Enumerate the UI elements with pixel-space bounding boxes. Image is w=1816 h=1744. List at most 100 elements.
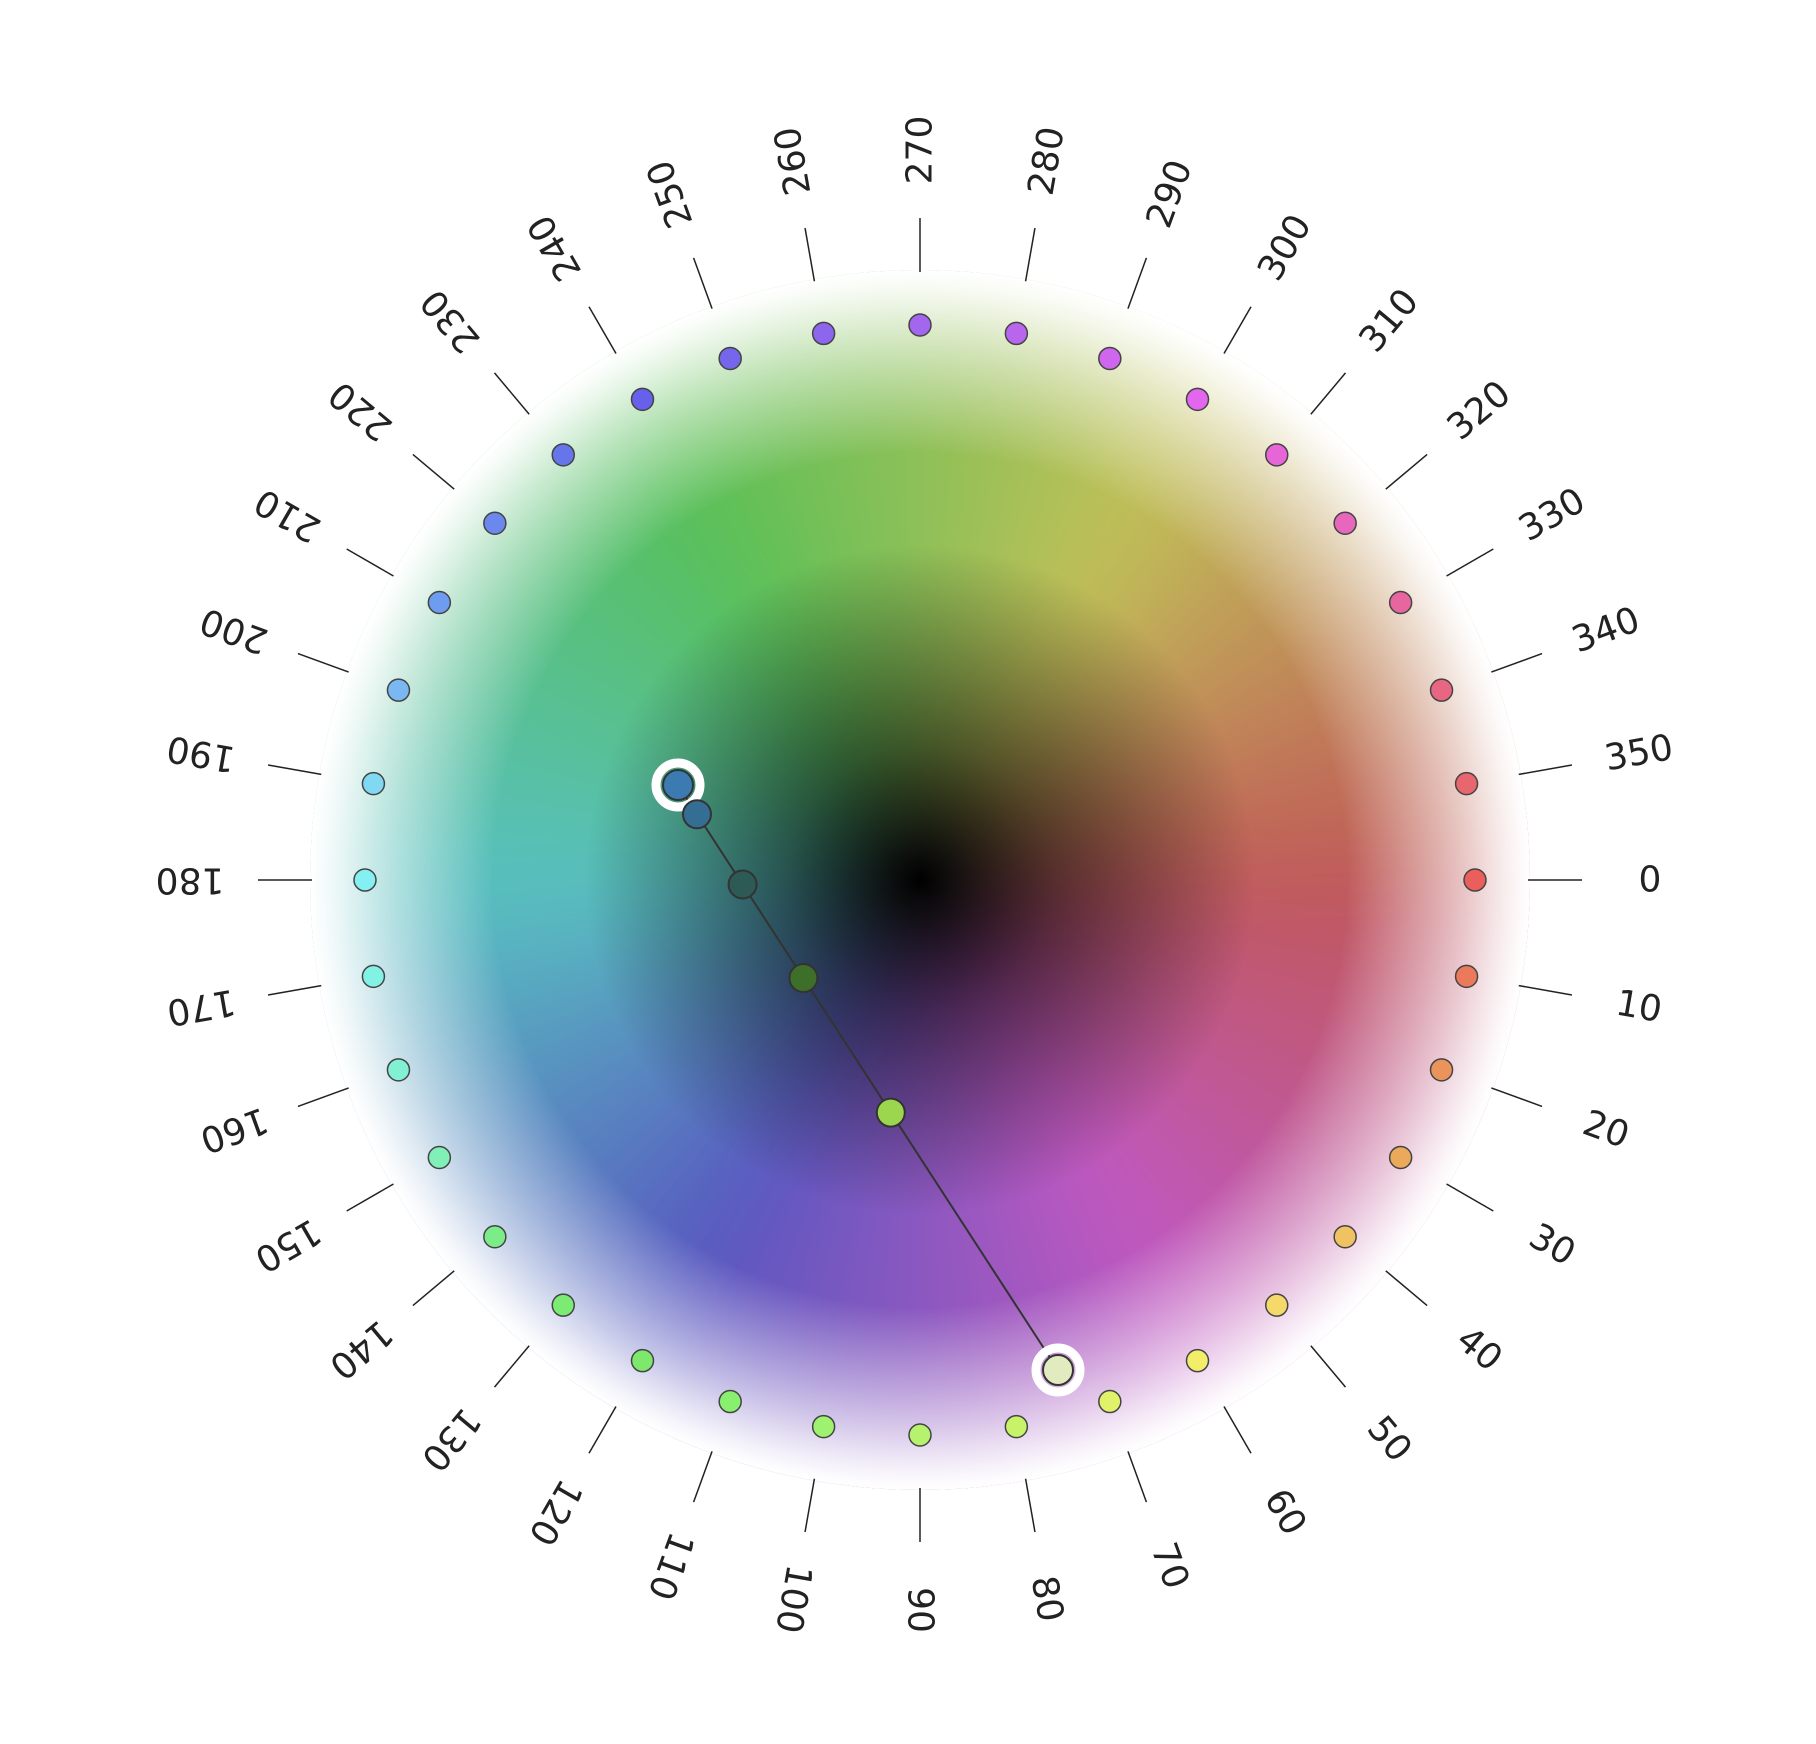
hue-label: 220 bbox=[321, 373, 400, 449]
hue-label: 320 bbox=[1440, 373, 1519, 449]
hue-swatch-240[interactable] bbox=[630, 387, 655, 412]
hue-swatch-160[interactable] bbox=[386, 1058, 411, 1082]
hue-label: 0 bbox=[1639, 860, 1662, 901]
color-disc[interactable] bbox=[300, 260, 1540, 1500]
start-handle[interactable] bbox=[662, 769, 694, 801]
hue-swatch-120[interactable] bbox=[630, 1348, 655, 1373]
ramp-point[interactable] bbox=[875, 1097, 906, 1128]
hue-swatch-310[interactable] bbox=[1264, 443, 1289, 467]
hue-swatch-60[interactable] bbox=[1185, 1348, 1210, 1373]
hue-tick bbox=[1310, 372, 1347, 415]
end-handle[interactable] bbox=[1042, 1354, 1074, 1386]
hue-swatch-20[interactable] bbox=[1429, 1058, 1454, 1082]
hue-label: 350 bbox=[1602, 727, 1677, 779]
hue-swatch-200[interactable] bbox=[386, 678, 411, 702]
hue-swatch-350[interactable] bbox=[1454, 771, 1479, 796]
ramp-point[interactable] bbox=[788, 963, 819, 994]
hue-label: 160 bbox=[195, 1099, 274, 1161]
hue-swatch-290[interactable] bbox=[1098, 346, 1122, 371]
hue-tick bbox=[297, 1087, 349, 1108]
hue-swatch-80[interactable] bbox=[1004, 1414, 1029, 1439]
hue-swatch-0[interactable] bbox=[1463, 868, 1487, 892]
hue-label: 90 bbox=[900, 1587, 941, 1633]
hue-label: 210 bbox=[248, 480, 328, 550]
hue-swatch-330[interactable] bbox=[1388, 590, 1413, 615]
hue-label: 190 bbox=[164, 727, 239, 779]
hue-swatch-210[interactable] bbox=[427, 590, 452, 615]
hue-swatch-270[interactable] bbox=[908, 313, 932, 337]
hue-label: 140 bbox=[321, 1311, 400, 1387]
hue-label: 170 bbox=[164, 981, 239, 1033]
hue-swatch-10[interactable] bbox=[1454, 964, 1479, 989]
hue-swatch-150[interactable] bbox=[427, 1145, 452, 1170]
hue-tick bbox=[1223, 1406, 1252, 1454]
hue-tick bbox=[1491, 1087, 1543, 1108]
hue-swatch-140[interactable] bbox=[483, 1224, 507, 1249]
end-handle-ring[interactable] bbox=[1031, 1343, 1085, 1397]
hue-label: 40 bbox=[1448, 1319, 1509, 1380]
hue-swatch-320[interactable] bbox=[1333, 511, 1357, 536]
hue-tick bbox=[692, 1451, 713, 1503]
hue-swatch-100[interactable] bbox=[811, 1414, 836, 1439]
hue-swatch-220[interactable] bbox=[483, 511, 507, 536]
hue-tick bbox=[297, 652, 349, 673]
hue-swatch-40[interactable] bbox=[1333, 1224, 1357, 1249]
hue-swatch-50[interactable] bbox=[1264, 1293, 1289, 1317]
hue-tick bbox=[493, 372, 530, 415]
hue-label: 180 bbox=[156, 860, 225, 901]
hue-tick bbox=[1491, 652, 1543, 673]
hue-tick bbox=[412, 453, 455, 490]
hue-tick bbox=[1385, 1270, 1428, 1307]
hue-swatch-30[interactable] bbox=[1388, 1145, 1413, 1170]
hue-label: 100 bbox=[767, 1562, 819, 1637]
hue-tick bbox=[412, 1270, 455, 1307]
hue-tick bbox=[804, 227, 816, 282]
hue-label: 300 bbox=[1250, 208, 1320, 288]
hue-tick bbox=[804, 1478, 816, 1533]
hue-swatch-250[interactable] bbox=[718, 346, 742, 371]
start-handle-ring[interactable] bbox=[651, 758, 705, 812]
hue-label: 250 bbox=[639, 155, 701, 234]
hue-label: 340 bbox=[1567, 599, 1646, 661]
hue-label: 200 bbox=[195, 599, 274, 661]
hue-swatch-300[interactable] bbox=[1185, 387, 1210, 412]
hue-tick bbox=[1223, 306, 1252, 354]
hue-label: 80 bbox=[1023, 1573, 1071, 1625]
hue-tick bbox=[1518, 984, 1573, 996]
hue-label: 70 bbox=[1143, 1537, 1197, 1594]
hue-label: 270 bbox=[900, 116, 941, 185]
hue-tick bbox=[1024, 227, 1036, 282]
hue-swatch-280[interactable] bbox=[1004, 321, 1029, 346]
hue-label: 280 bbox=[1021, 124, 1073, 199]
hue-swatch-90[interactable] bbox=[908, 1423, 932, 1447]
ramp-point[interactable] bbox=[682, 799, 712, 830]
hue-tick bbox=[1446, 1183, 1494, 1212]
hue-swatch-110[interactable] bbox=[718, 1389, 742, 1414]
hue-swatch-130[interactable] bbox=[551, 1293, 576, 1317]
hue-tick bbox=[1385, 453, 1428, 490]
hue-label: 120 bbox=[520, 1472, 590, 1552]
hue-tick bbox=[1127, 1451, 1148, 1503]
hue-swatch-230[interactable] bbox=[551, 443, 576, 467]
color-ramp bbox=[651, 758, 1085, 1397]
hue-swatch-190[interactable] bbox=[361, 771, 386, 796]
hue-swatch-170[interactable] bbox=[361, 964, 386, 989]
hue-label: 310 bbox=[1351, 281, 1427, 360]
hue-swatch-340[interactable] bbox=[1429, 678, 1454, 702]
hue-label: 130 bbox=[413, 1400, 489, 1479]
hue-swatch-180[interactable] bbox=[353, 868, 377, 892]
hue-tick bbox=[1127, 257, 1148, 309]
hue-label: 150 bbox=[248, 1210, 328, 1280]
hue-swatch-70[interactable] bbox=[1098, 1389, 1122, 1414]
hue-label: 50 bbox=[1359, 1408, 1420, 1469]
hue-tick bbox=[588, 1406, 617, 1454]
hue-tick bbox=[1310, 1345, 1347, 1388]
hue-swatch-260[interactable] bbox=[811, 321, 836, 346]
ramp-point[interactable] bbox=[727, 869, 758, 900]
hue-label: 240 bbox=[520, 208, 590, 288]
hue-label: 60 bbox=[1256, 1482, 1314, 1542]
hue-label: 110 bbox=[639, 1527, 701, 1606]
hue-tick bbox=[267, 764, 322, 776]
